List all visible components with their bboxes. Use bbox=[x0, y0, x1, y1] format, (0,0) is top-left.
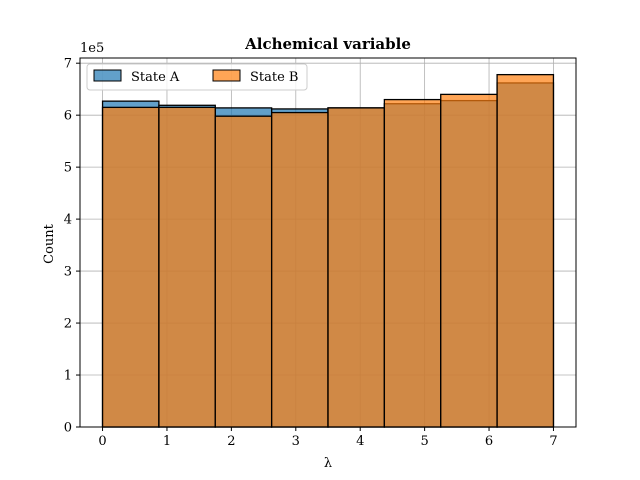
x-tick-label: 7 bbox=[549, 434, 557, 449]
x-tick-label: 3 bbox=[292, 434, 300, 449]
x-tick-label: 5 bbox=[420, 434, 428, 449]
x-tick-label: 4 bbox=[356, 434, 364, 449]
legend-swatch-state-a bbox=[93, 69, 122, 82]
y-tick-label: 0 bbox=[64, 421, 72, 436]
legend-swatch-state-b bbox=[212, 69, 241, 82]
bar-state-b bbox=[158, 106, 216, 428]
bar-state-b bbox=[496, 73, 555, 428]
legend: State A State B bbox=[86, 63, 308, 91]
bar-state-b bbox=[214, 115, 273, 428]
legend-box bbox=[86, 63, 308, 91]
y-tick-label: 2 bbox=[64, 317, 72, 332]
legend-label-state-b: State B bbox=[250, 70, 298, 85]
bars bbox=[101, 73, 555, 428]
y-tick-label: 3 bbox=[64, 265, 72, 280]
y-tick-label: 5 bbox=[64, 161, 72, 176]
bar-state-b bbox=[101, 106, 160, 428]
x-tick-label: 2 bbox=[227, 434, 235, 449]
chart-title: Alchemical variable bbox=[244, 35, 411, 53]
x-tick-label: 6 bbox=[485, 434, 493, 449]
x-axis-label: λ bbox=[324, 456, 332, 471]
y-tick-label: 6 bbox=[64, 109, 72, 124]
y-tick-label: 4 bbox=[64, 213, 72, 228]
legend-label-state-a: State A bbox=[131, 70, 180, 85]
y-tick-label: 1 bbox=[64, 369, 72, 384]
y-axis-label: Count bbox=[42, 223, 57, 264]
x-tick-label: 1 bbox=[163, 434, 171, 449]
bar-state-b bbox=[440, 93, 498, 428]
bar-state-b bbox=[383, 98, 442, 428]
x-tick-label: 0 bbox=[98, 434, 106, 449]
bar-state-b bbox=[327, 107, 386, 428]
y-tick-label: 7 bbox=[64, 57, 72, 72]
bar-state-b bbox=[270, 111, 329, 428]
ticks: 0 1 2 3 4 5 6 7 0 1 2 3 4 5 6 7 bbox=[64, 57, 558, 449]
y-offset-label: 1e5 bbox=[80, 41, 104, 56]
plot-frame bbox=[79, 57, 577, 428]
